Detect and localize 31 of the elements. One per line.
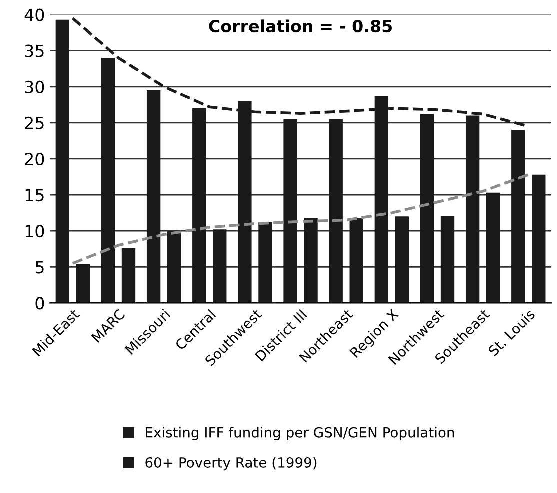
legend-label: 60+ Poverty Rate (1999) xyxy=(146,457,317,471)
bar xyxy=(304,218,318,304)
y-tick-label: 5 xyxy=(36,261,44,274)
y-tick-label: 15 xyxy=(26,189,44,202)
bar xyxy=(512,130,526,304)
bar xyxy=(350,218,364,304)
annotation: Correlation = - 0.85 xyxy=(209,20,392,33)
y-tick-label: 0 xyxy=(36,297,44,310)
bar xyxy=(395,216,410,304)
bar xyxy=(420,114,434,304)
bar xyxy=(146,90,161,304)
bar xyxy=(192,108,206,304)
line-series xyxy=(72,173,530,265)
bar xyxy=(122,248,136,304)
bar xyxy=(213,230,227,304)
bar xyxy=(76,264,90,304)
y-tick-label: 25 xyxy=(25,116,44,130)
y-tick-label: 40 xyxy=(24,8,44,22)
y-tick-label: 20 xyxy=(25,152,44,166)
bar xyxy=(258,222,272,304)
y-tick-label: 30 xyxy=(25,80,44,94)
bar xyxy=(486,192,500,304)
bar xyxy=(329,119,343,304)
bar xyxy=(532,174,546,304)
bar xyxy=(440,216,455,304)
bar xyxy=(56,20,70,304)
legend-label: Existing IFF funding per GSN/GEN Population xyxy=(146,427,454,441)
bar xyxy=(284,119,298,304)
y-tick-label: 10 xyxy=(26,225,44,238)
bar xyxy=(167,231,182,304)
y-tick-label: 35 xyxy=(25,44,44,58)
